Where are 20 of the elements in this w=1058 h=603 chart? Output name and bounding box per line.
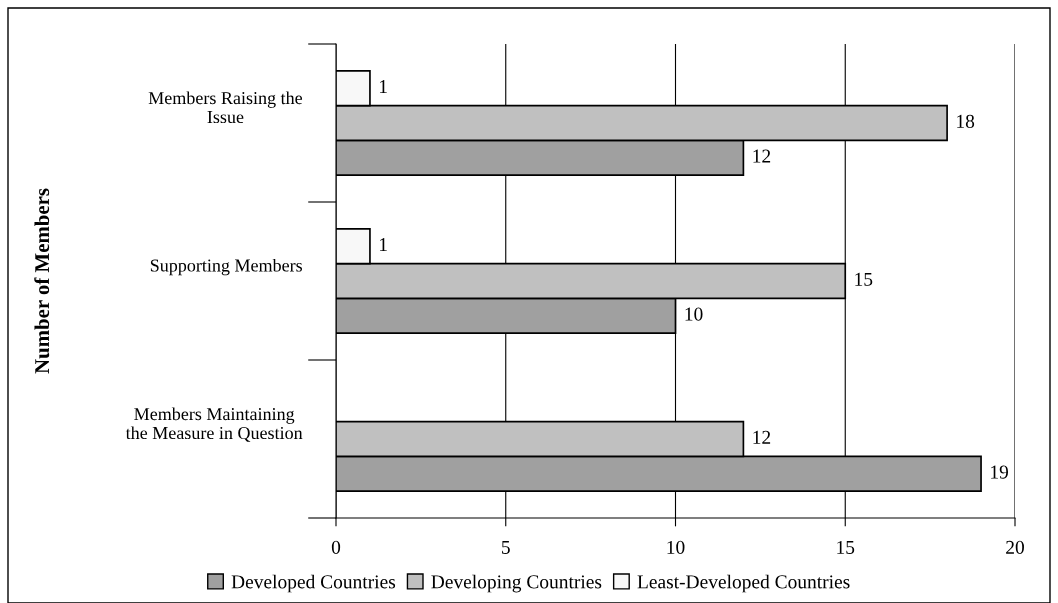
y-tick-label: Members Raising the Issue [148,91,303,124]
x-tick-label: 10 [667,540,685,554]
x-tick-label: 20 [1006,540,1024,554]
legend-label: Developing Countries [431,574,602,593]
data-label: 1 [379,238,387,251]
x-tick-label: 0 [331,540,341,554]
data-label: 18 [957,114,975,128]
y-tick-label: Members Maintaining the Measure in Question [125,407,303,442]
data-label: 12 [753,149,771,163]
legend-label: Least-Developed Countries [637,574,850,593]
legend-label: Developed Countries [231,574,396,593]
data-label: 12 [753,430,771,444]
data-label: 15 [855,272,873,286]
x-tick-label: 15 [837,540,855,554]
y-tick-label: Supporting Members [150,258,303,276]
data-label: 10 [685,307,703,321]
data-label: 19 [991,465,1009,479]
data-label: 1 [379,80,387,93]
x-tick-label: 5 [502,540,510,554]
y-axis-title: Number of Members [34,188,50,374]
